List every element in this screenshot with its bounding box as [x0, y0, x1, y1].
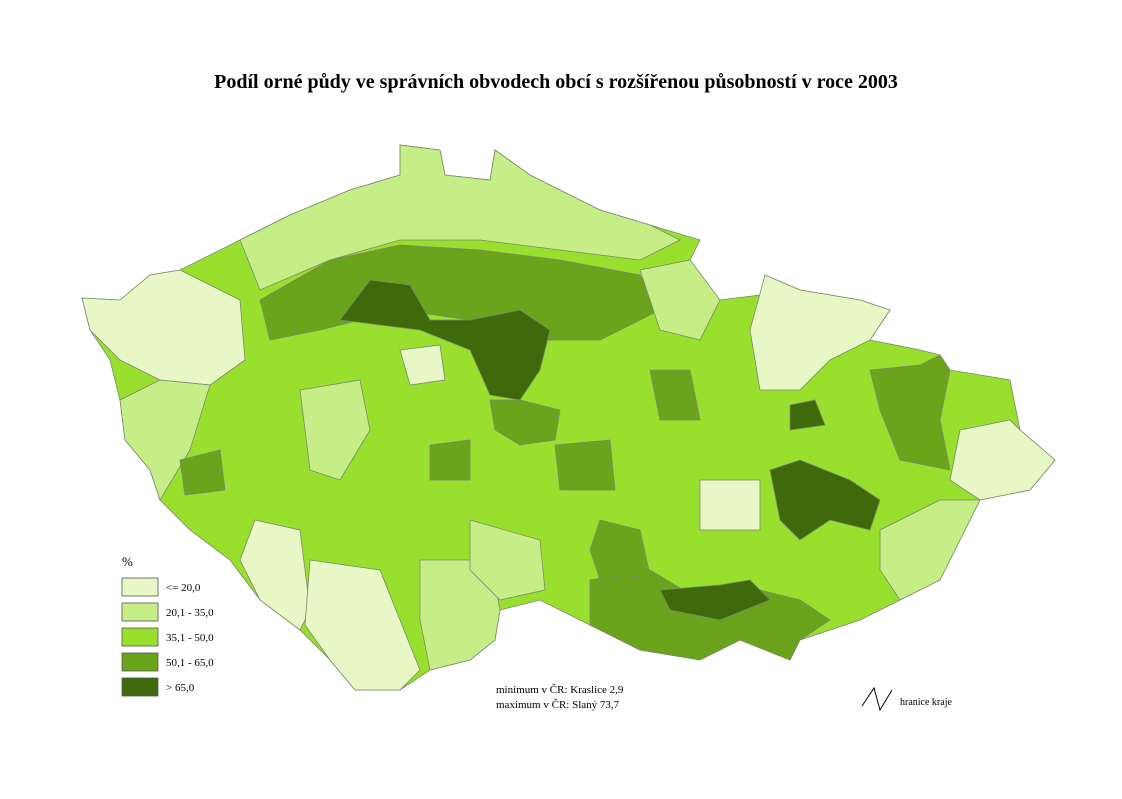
legend-label: > 65,0 — [166, 682, 195, 694]
legend-swatch — [121, 652, 159, 672]
region — [749, 274, 891, 391]
note: maximum v ČR: Slaný 73,7 — [496, 699, 620, 711]
legend-label: <= 20,0 — [166, 582, 201, 594]
region — [769, 459, 881, 541]
legend: <= 20,0 20,1 - 35,0 35,1 - 50,0 50,1 - 65,0… — [121, 577, 214, 697]
legend-swatch — [121, 627, 159, 647]
region — [239, 519, 311, 631]
region — [589, 519, 651, 581]
region — [869, 354, 951, 471]
region — [789, 399, 826, 431]
region — [469, 519, 546, 601]
region — [659, 579, 771, 621]
region — [554, 439, 616, 491]
region — [81, 269, 246, 386]
region — [119, 379, 211, 501]
region — [489, 399, 561, 446]
region — [399, 344, 446, 386]
title: Podíl orné půdy ve správních obvodech ob… — [214, 71, 898, 93]
region — [299, 379, 371, 481]
region — [879, 499, 981, 601]
legend-label: 50,1 - 65,0 — [166, 657, 214, 669]
legend-title: % — [122, 554, 133, 569]
legend-swatch — [121, 677, 159, 697]
region — [949, 419, 1056, 501]
region — [304, 559, 421, 691]
legend-swatch — [121, 602, 159, 622]
legend-label: 35,1 - 50,0 — [166, 632, 214, 644]
region — [239, 144, 681, 291]
boundary-symbol — [861, 686, 893, 712]
region — [339, 279, 551, 401]
map — [81, 144, 1056, 691]
legend-swatch — [121, 577, 159, 597]
region — [429, 439, 471, 481]
region — [649, 369, 701, 421]
note: minimum v ČR: Kraslice 2,9 — [496, 684, 624, 696]
region — [179, 449, 226, 496]
legend-label: 20,1 - 35,0 — [166, 607, 214, 619]
region — [639, 259, 721, 341]
region — [699, 479, 761, 531]
boundary-legend: hranice kraje — [900, 697, 952, 708]
